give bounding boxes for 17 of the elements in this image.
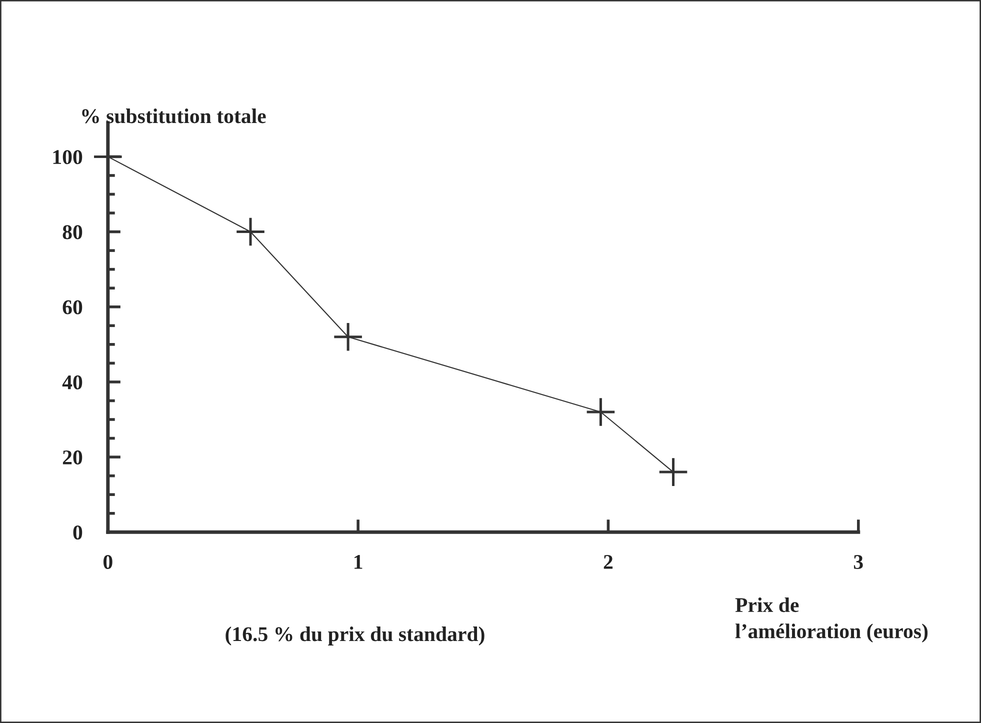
- y-tick-label: 100: [53, 150, 82, 164]
- x-tick-label: 1: [354, 555, 362, 569]
- y-axis-title: % substitution totale: [82, 108, 266, 124]
- point: [659, 458, 688, 486]
- y-tick-label: 0: [73, 526, 82, 540]
- x-tick-label: 3: [854, 555, 863, 570]
- y-tick-label: 60: [62, 300, 82, 314]
- text: (16.5 % du prix du standard): [226, 626, 484, 646]
- y-tick-label: 80: [62, 225, 82, 240]
- x-tick-label: 2: [604, 555, 613, 569]
- point: [586, 398, 615, 426]
- point: [334, 323, 362, 351]
- y-tick-label: 40: [62, 375, 82, 390]
- y-tick-label: 20: [62, 450, 82, 464]
- x-tick-label: 0: [103, 554, 112, 570]
- point: [236, 218, 264, 246]
- x-axis-title: Prix de l’amélioration (euros): [735, 597, 928, 643]
